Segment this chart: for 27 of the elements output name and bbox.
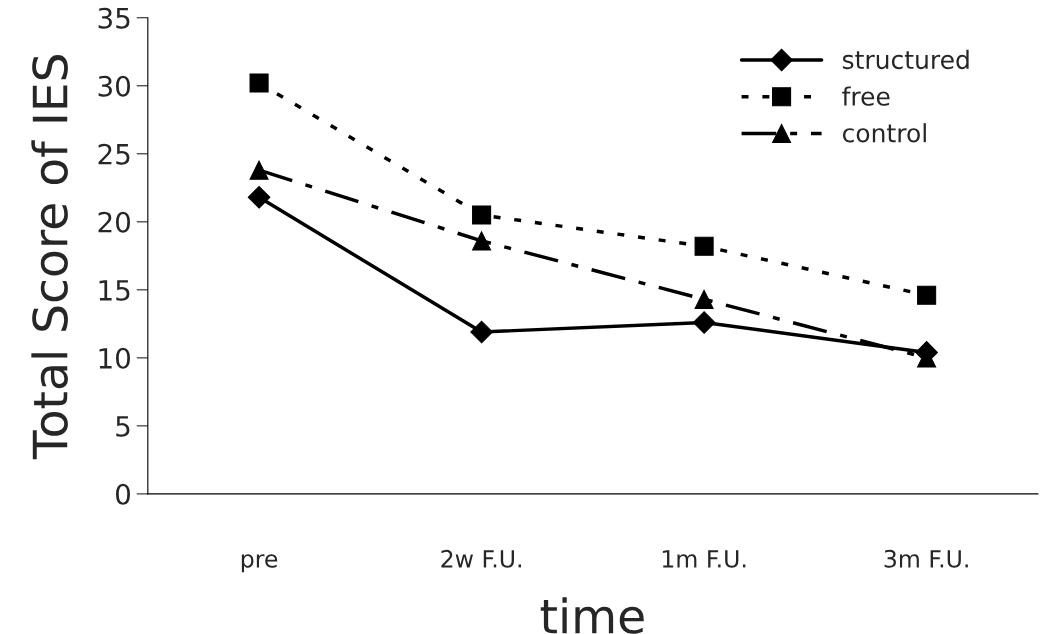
x-tick-label: 2w F.U. — [441, 549, 521, 568]
point — [692, 311, 716, 334]
legend-label: free — [842, 86, 890, 106]
point — [472, 205, 492, 225]
x-tick-label: 1m F.U. — [662, 550, 746, 568]
y-tick-label: 30 — [98, 75, 130, 97]
point — [247, 186, 271, 209]
x-tick-label: pre — [241, 554, 278, 573]
y-axis-title: Total Score of IES — [31, 55, 68, 460]
y-tick-label: 10 — [99, 347, 130, 369]
point — [694, 289, 714, 309]
y-tick-label: 0 — [116, 483, 131, 505]
y-tick-label: 25 — [98, 143, 130, 165]
point — [249, 160, 269, 180]
x-axis-title: time — [540, 597, 644, 634]
legend-label: structured — [842, 49, 969, 70]
x-tick-label: 3m F.U. — [884, 549, 968, 568]
legend-label: control — [842, 123, 926, 143]
y-tick-label: 5 — [116, 416, 130, 437]
point — [917, 285, 937, 305]
point — [470, 320, 493, 344]
point — [249, 73, 269, 93]
y-tick-label: 15 — [99, 280, 130, 301]
y-tick-label: 35 — [98, 7, 130, 29]
y-tick-label: 20 — [98, 211, 130, 233]
point — [694, 236, 714, 256]
point — [472, 231, 492, 251]
